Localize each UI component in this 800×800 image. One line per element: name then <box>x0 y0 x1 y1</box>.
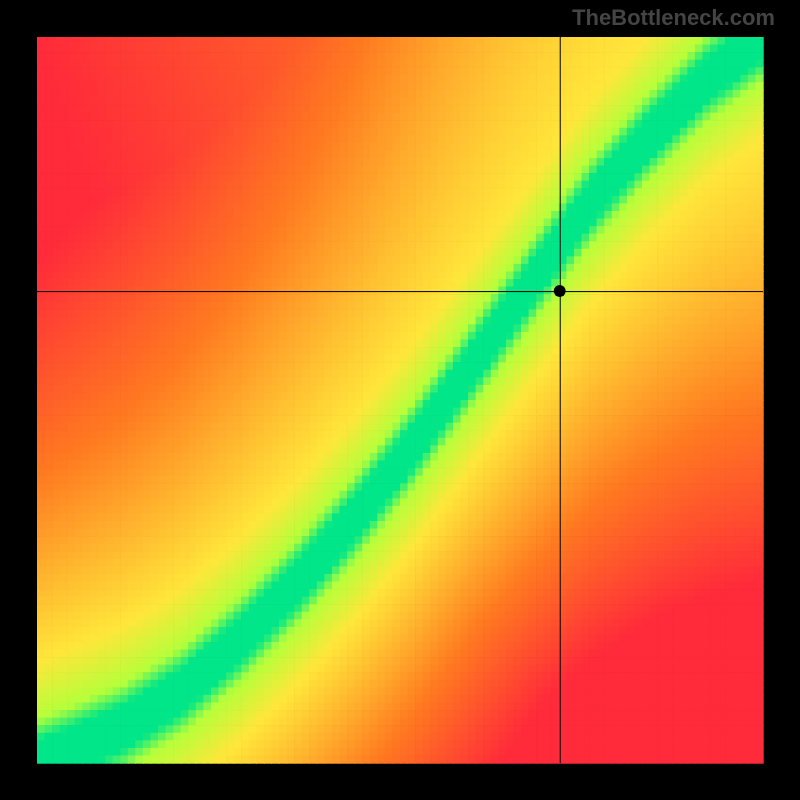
chart-container: TheBottleneck.com <box>0 0 800 800</box>
watermark-text: TheBottleneck.com <box>572 5 775 31</box>
bottleneck-heatmap <box>0 0 800 800</box>
